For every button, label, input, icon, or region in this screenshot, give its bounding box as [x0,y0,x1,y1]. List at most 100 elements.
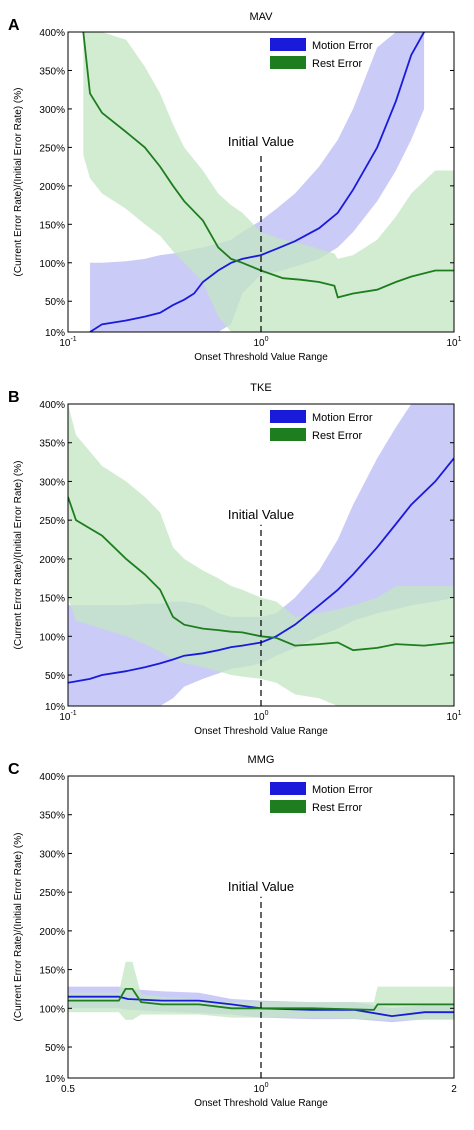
point-rest-error [144,573,146,575]
point-rest-error [241,262,243,264]
x-tick-base: 10 [253,1084,265,1095]
initial-value-label: Initial Value [228,134,294,149]
point-motion-error [434,480,436,482]
point-motion-error [260,254,262,256]
point-rest-error [434,270,436,272]
point-motion-error [230,646,232,648]
point-motion-error [202,281,204,283]
point-motion-error [275,248,277,250]
legend-swatch [270,428,306,441]
point-motion-error [125,670,127,672]
y-tick-label: 50% [45,297,65,308]
legend-swatch [270,38,306,51]
point-rest-error [376,647,378,649]
point-motion-error [352,189,354,191]
y-tick-label: 50% [45,671,65,682]
x-tick-exponent: 1 [458,336,462,343]
point-motion-error [183,299,185,301]
point-motion-error [395,100,397,102]
point-motion-error [395,523,397,525]
point-rest-error [318,281,320,283]
y-tick-label: 10% [45,328,65,339]
point-rest-error [395,281,397,283]
y-axis-label: (Current Error Rate)/(Initial Error Rate… [13,833,24,1022]
point-motion-error [159,312,161,314]
x-tick-exponent: -1 [70,336,76,343]
point-rest-error [230,258,232,260]
point-motion-error [318,227,320,229]
point-motion-error [118,996,120,998]
x-tick-exponent: 1 [458,710,462,717]
point-motion-error [198,1000,200,1002]
line-motion-error [68,457,454,684]
x-tick-label: 0.5 [61,1084,75,1095]
y-axis-label: (Current Error Rate)/(Initial Error Rate… [13,88,24,277]
point-rest-error [231,1007,233,1009]
point-rest-error [395,643,397,645]
x-tick-label: 100 [253,1082,268,1095]
point-motion-error [159,662,161,664]
point-motion-error [217,649,219,651]
x-tick-exponent: 0 [265,336,269,343]
chart-title: TKE [250,382,271,394]
legend-label: Rest Error [312,58,362,70]
x-tick-label: 10-1 [59,710,76,723]
y-tick-label: 200% [39,927,65,938]
x-tick-label: 100 [253,336,268,349]
x-tick-base: 10 [446,338,458,349]
legend-swatch [270,410,306,423]
chart-title: MAV [249,11,273,23]
point-rest-error [172,616,174,618]
point-rest-error [230,631,232,633]
point-rest-error [161,1003,163,1005]
point-motion-error [352,573,354,575]
y-tick-label: 100% [39,259,65,270]
band-rest-error [83,32,454,332]
point-rest-error [318,643,320,645]
legend-swatch [270,782,306,795]
y-tick-label: 400% [39,772,65,783]
legend: Motion Error Rest Error [270,38,373,70]
y-tick-label: 300% [39,477,65,488]
panel-letter: C [8,761,20,778]
point-rest-error [125,558,127,560]
point-rest-error [217,629,219,631]
point-motion-error [101,323,103,325]
point-rest-error [299,279,301,281]
point-rest-error [159,589,161,591]
line-rest-error [68,988,454,1011]
y-tick-label: 250% [39,516,65,527]
point-rest-error [198,1003,200,1005]
y-tick-label: 10% [45,702,65,713]
point-motion-error [172,659,174,661]
point-rest-error [144,146,146,148]
legend: Motion Error Rest Error [270,410,373,442]
x-tick-exponent: -1 [70,710,76,717]
y-tick-label: 350% [39,66,65,77]
legend-label: Rest Error [312,802,362,814]
point-rest-error [373,1009,375,1011]
point-motion-error [424,1011,426,1013]
point-motion-error [410,504,412,506]
point-rest-error [376,289,378,291]
point-motion-error [217,270,219,272]
chart-panel-c: C MMG Initial Value 10% 50% 100% 150% 200% 250% 3… [8,754,457,1109]
point-rest-error [131,988,133,990]
legend-label: Motion Error [312,40,373,52]
band-rest-error [68,404,454,706]
point-motion-error [318,604,320,606]
line-rest-error [82,32,454,299]
point-motion-error [161,1000,163,1002]
point-rest-error [352,293,354,295]
point-motion-error [89,678,91,680]
legend-swatch [270,56,306,69]
point-rest-error [75,519,77,521]
line-rest-error [68,496,454,652]
point-rest-error [311,1007,313,1009]
x-tick-label: 2 [451,1084,457,1095]
point-motion-error [410,54,412,56]
legend-swatch [270,800,306,813]
y-tick-label: 400% [39,28,65,39]
legend-label: Rest Error [312,430,362,442]
x-tick-base: 10 [253,712,265,723]
